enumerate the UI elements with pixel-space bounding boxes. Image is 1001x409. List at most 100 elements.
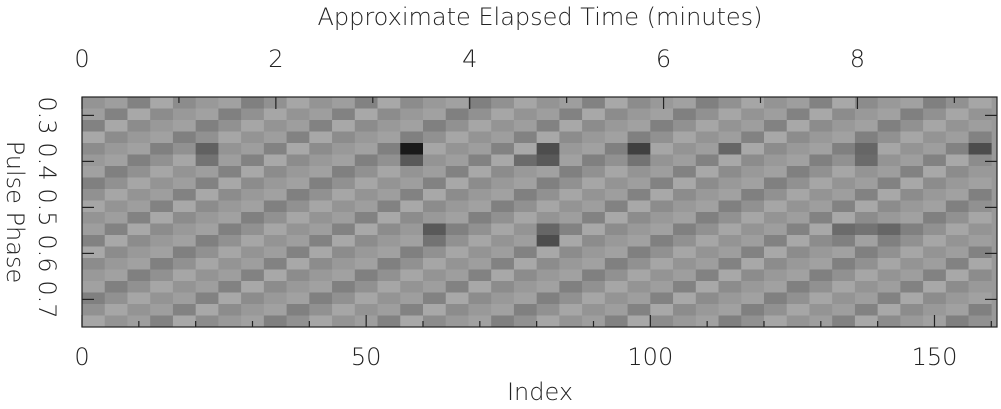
heatmap-cell [241, 258, 265, 270]
heatmap-cell [104, 154, 128, 167]
heatmap-cell [286, 200, 310, 213]
heatmap-cell [104, 246, 128, 259]
heatmap-cell [309, 212, 333, 224]
x-axis-label: Index [507, 378, 573, 406]
heatmap-cell [400, 177, 424, 190]
heatmap-cell [536, 120, 560, 132]
heatmap-cell [263, 154, 287, 167]
heatmap-cell [286, 304, 310, 316]
heatmap-cell [809, 212, 833, 224]
heatmap-cell [832, 120, 856, 132]
heatmap-cell [400, 235, 424, 247]
heatmap-cell [286, 131, 310, 144]
heatmap-cell [809, 97, 833, 109]
heatmap-cell [377, 212, 401, 224]
heatmap-cell [923, 223, 947, 236]
heatmap-cell [82, 189, 106, 201]
heatmap-cell [582, 212, 606, 224]
heatmap-cell [741, 177, 765, 190]
heatmap-cell [82, 304, 106, 316]
heatmap-cell [468, 189, 492, 201]
heatmap-cell [559, 304, 583, 316]
heatmap-cell [263, 292, 287, 305]
heatmap-cell [604, 108, 628, 121]
heatmap-cell [832, 292, 856, 305]
heatmap-cell [877, 166, 901, 178]
heatmap-cell [445, 304, 469, 316]
heatmap-cell [673, 315, 697, 328]
heatmap-cell [286, 269, 310, 282]
heatmap-cell [468, 200, 492, 213]
heatmap-cell [809, 177, 833, 190]
heatmap-cell [536, 235, 560, 247]
heatmap-cell [400, 189, 424, 201]
heatmap-cell [968, 281, 992, 293]
heatmap-cell [900, 120, 924, 132]
heatmap-cell [945, 200, 969, 213]
y-tick-label: 0.3 [33, 96, 61, 134]
heatmap-cell [968, 120, 992, 132]
heatmap-cell [263, 177, 287, 190]
heatmap-cell [809, 120, 833, 132]
heatmap-cell [763, 246, 788, 259]
heatmap-cell [104, 315, 128, 328]
heatmap-cell [923, 189, 947, 201]
heatmap-cell [536, 269, 560, 282]
heatmap-cell [513, 120, 537, 132]
heatmap-cell [468, 269, 492, 282]
heatmap-cell [786, 177, 810, 190]
heatmap-cell [400, 120, 424, 132]
heatmap-cell [422, 269, 447, 282]
heatmap-cell [809, 235, 833, 247]
heatmap-cell [377, 200, 401, 213]
y-tick-label: 0.5 [33, 188, 61, 226]
heatmap-cell [445, 143, 469, 155]
heatmap-cell [786, 246, 810, 259]
heatmap-cell [354, 258, 378, 270]
heatmap-cell [127, 292, 151, 305]
heatmap-cell [354, 154, 378, 167]
heatmap-cell [104, 292, 128, 305]
heatmap-cell [82, 97, 106, 109]
heatmap-cell [241, 97, 265, 109]
heatmap-cell [900, 258, 924, 270]
heatmap-cell [332, 189, 356, 201]
heatmap-cell [923, 304, 947, 316]
heatmap-cell [900, 235, 924, 247]
heatmap-cell [195, 143, 219, 155]
heatmap-cell [741, 235, 765, 247]
heatmap-cell [195, 315, 219, 328]
heatmap-cell [718, 108, 742, 121]
heatmap-cell [354, 246, 378, 259]
heatmap-cell [82, 143, 106, 155]
heatmap-cell [445, 212, 469, 224]
heatmap-cell [968, 200, 992, 213]
heatmap-cell [286, 154, 310, 167]
heatmap-cell [582, 246, 606, 259]
top-tick-label: 6 [656, 45, 671, 73]
heatmap-cell [945, 304, 969, 316]
heatmap-cell [695, 258, 719, 270]
heatmap-cell [263, 200, 287, 213]
heatmap-cell [286, 258, 310, 270]
top-tick-label: 8 [850, 45, 865, 73]
heatmap-cell [741, 292, 765, 305]
heatmap-cell [650, 154, 674, 167]
heatmap-cell [468, 223, 492, 236]
heatmap-cell [854, 131, 878, 144]
heatmap-cell [82, 154, 106, 167]
heatmap-cell [468, 258, 492, 270]
heatmap-cell [582, 120, 606, 132]
heatmap-cell [150, 200, 174, 213]
heatmap-cell [968, 131, 992, 144]
heatmap-cell [923, 166, 947, 178]
heatmap-cell [491, 281, 515, 293]
heatmap-cell [150, 292, 174, 305]
heatmap-cell [968, 189, 992, 201]
heatmap-cell [923, 269, 947, 282]
heatmap-cell [695, 166, 719, 178]
heatmap-cell [400, 281, 424, 293]
heatmap-cell [763, 143, 788, 155]
heatmap-cell [809, 223, 833, 236]
heatmap-cell [172, 177, 196, 190]
